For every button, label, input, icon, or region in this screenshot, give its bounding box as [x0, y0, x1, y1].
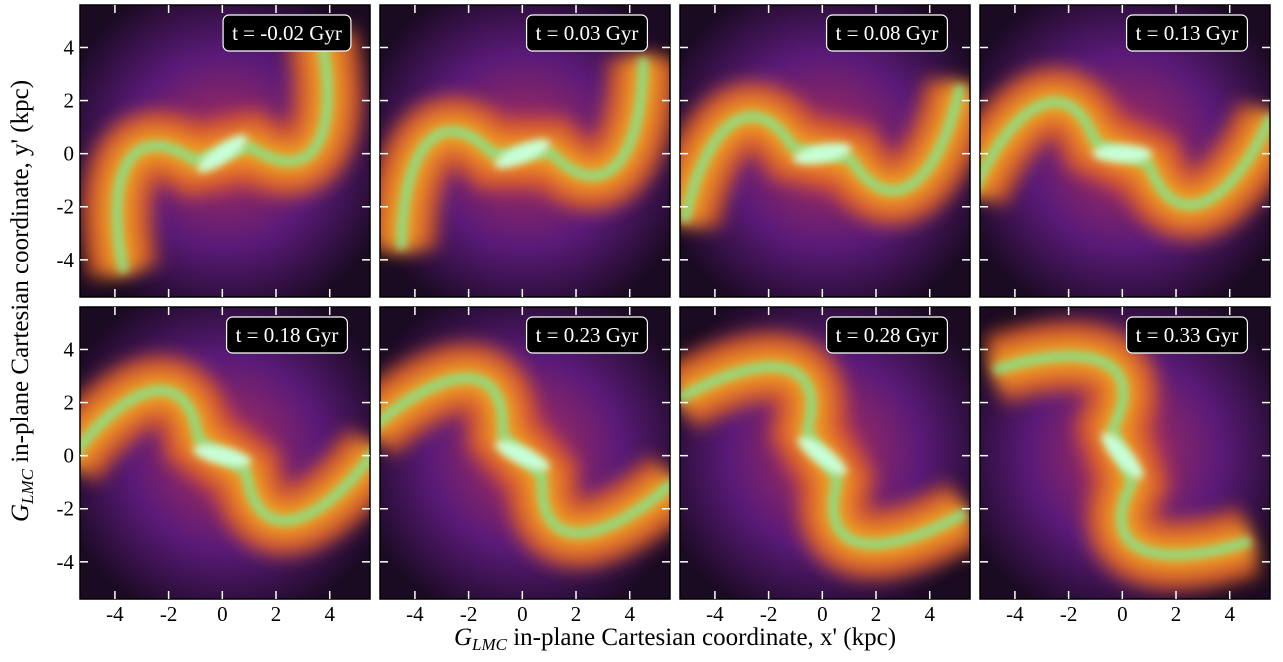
x-tick-label: 2	[1171, 602, 1182, 626]
x-tick-label: 2	[571, 602, 582, 626]
y-tick-label: 2	[64, 391, 75, 415]
panel: t = 0.13 Gyr	[979, 4, 1271, 298]
title-box	[225, 316, 349, 354]
panel: t = 0.08 Gyr	[679, 4, 971, 298]
frame	[679, 4, 971, 298]
frame	[679, 306, 971, 600]
y-tick-label: -4	[57, 248, 75, 272]
title-box	[825, 14, 949, 52]
y-tick-label: -2	[57, 195, 75, 219]
frame	[979, 306, 1271, 600]
x-tick-label: -4	[706, 602, 724, 626]
frame	[79, 306, 371, 600]
frame	[379, 4, 671, 298]
panel-title: t = -0.02 Gyr	[232, 21, 342, 45]
bar-core	[494, 440, 550, 471]
density-map	[80, 5, 370, 297]
y-tick-label: 0	[64, 444, 75, 468]
frame	[979, 4, 1271, 298]
y-tick-label: 4	[64, 337, 75, 361]
y-tick-label: 2	[64, 89, 75, 113]
panel-title: t = 0.33 Gyr	[1136, 323, 1239, 347]
frame	[79, 4, 371, 298]
y-tick-label: 4	[64, 35, 75, 59]
title-box	[1125, 14, 1249, 52]
panel-title: t = 0.28 Gyr	[836, 323, 939, 347]
y-tick-label: 0	[64, 142, 75, 166]
density-map	[680, 5, 970, 297]
panel-title: t = 0.08 Gyr	[836, 21, 939, 45]
panel: -4 -2 0 2 4 t = 0.23 Gyr	[379, 306, 671, 626]
panel-title: t = 0.23 Gyr	[536, 323, 639, 347]
frame	[379, 306, 671, 600]
title-box	[222, 14, 352, 52]
bar-core	[797, 436, 847, 476]
x-tick-label: 0	[517, 602, 528, 626]
x-tick-label: 4	[624, 602, 635, 626]
title-box	[525, 316, 649, 354]
panel: -4 -2 0 2 4 t = 0.28 Gyr	[679, 306, 971, 626]
panel: -4 -2 0 2 4 -4 -2 0 2 4 t = 0.18 Gyr	[57, 306, 371, 626]
bar-core	[494, 139, 551, 169]
x-tick-label: -2	[760, 602, 778, 626]
x-tick-label: -2	[1060, 602, 1078, 626]
title-box	[525, 14, 649, 52]
density-map	[80, 307, 370, 599]
x-tick-label: 2	[271, 602, 282, 626]
density-map	[980, 5, 1270, 297]
density-map	[680, 307, 970, 599]
x-tick-label: -4	[106, 602, 124, 626]
panel: -4 -2 0 2 4 t = 0.33 Gyr	[979, 306, 1271, 626]
x-tick-label: 4	[1224, 602, 1235, 626]
panel: -4 -2 0 2 4 t = -0.02 Gyr	[57, 4, 371, 298]
title-box	[1125, 316, 1249, 354]
density-map	[980, 307, 1270, 599]
panel: t = 0.03 Gyr	[379, 4, 671, 298]
x-axis-label: GLMC in-plane Cartesian coordinate, x' (…	[454, 624, 896, 654]
x-tick-label: 4	[924, 602, 935, 626]
bar-core	[792, 143, 852, 165]
x-tick-label: 4	[324, 602, 335, 626]
x-tick-label: -2	[160, 602, 178, 626]
panel-title: t = 0.13 Gyr	[1136, 21, 1239, 45]
bar-core	[1101, 432, 1144, 480]
panel-title: t = 0.18 Gyr	[236, 323, 339, 347]
density-map	[380, 5, 670, 297]
y-axis-label: GLMC in-plane Cartesian coordinate, y' (…	[7, 80, 37, 522]
x-tick-label: 0	[817, 602, 828, 626]
x-tick-label: 0	[217, 602, 228, 626]
panel-title: t = 0.03 Gyr	[536, 21, 639, 45]
bar-core	[1092, 144, 1153, 163]
x-tick-label: 2	[871, 602, 882, 626]
y-tick-label: -2	[57, 497, 75, 521]
density-map	[380, 307, 670, 599]
y-tick-label: -4	[57, 550, 75, 574]
x-tick-label: -2	[460, 602, 478, 626]
x-tick-label: -4	[1006, 602, 1024, 626]
x-tick-label: 0	[1117, 602, 1128, 626]
bar-core	[193, 444, 252, 467]
x-tick-label: -4	[406, 602, 424, 626]
title-box	[825, 316, 949, 354]
bar-core	[197, 134, 248, 173]
